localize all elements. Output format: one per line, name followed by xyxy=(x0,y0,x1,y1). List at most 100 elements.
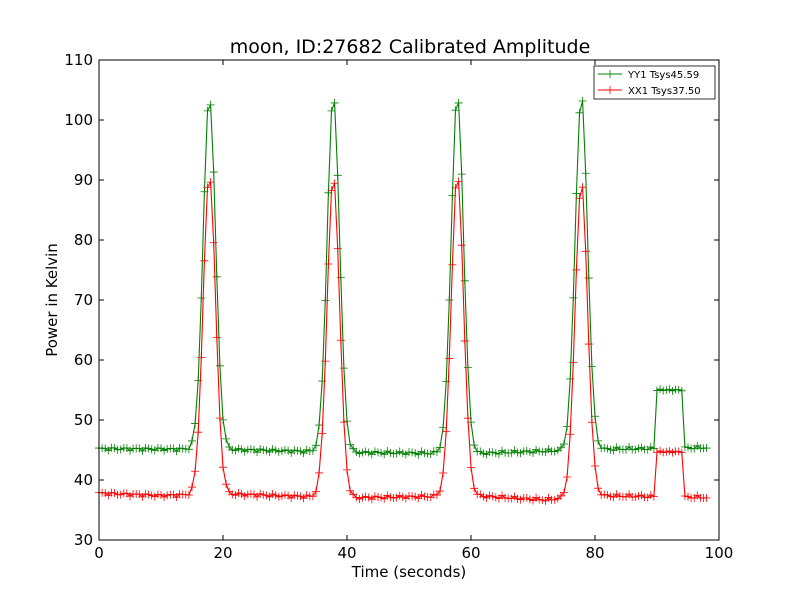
y-axis-label: Power in Kelvin xyxy=(43,243,61,357)
data-point-marker xyxy=(240,447,249,456)
data-point-marker xyxy=(367,495,376,504)
data-point-marker xyxy=(380,450,389,459)
data-point-marker xyxy=(603,444,612,453)
data-point-marker xyxy=(445,296,454,305)
data-point-marker xyxy=(535,495,544,504)
data-point-marker xyxy=(659,448,668,457)
y-tick-label: 30 xyxy=(74,531,93,549)
data-point-marker xyxy=(355,494,364,503)
data-point-marker xyxy=(110,444,119,453)
data-point-marker xyxy=(417,490,426,499)
data-point-marker xyxy=(141,489,150,498)
data-point-marker xyxy=(398,448,407,457)
data-point-marker xyxy=(346,486,355,495)
data-point-marker xyxy=(141,443,150,452)
data-point-marker xyxy=(237,489,246,498)
data-point-marker xyxy=(277,447,286,456)
data-point-marker xyxy=(578,96,587,105)
data-point-marker xyxy=(594,436,603,445)
data-point-marker xyxy=(355,449,364,458)
data-point-marker xyxy=(445,354,454,363)
data-point-marker xyxy=(281,445,289,454)
data-point-marker xyxy=(494,450,503,459)
data-point-marker xyxy=(550,447,559,456)
data-point-marker xyxy=(516,449,525,458)
data-point-marker xyxy=(522,493,531,502)
data-point-marker xyxy=(290,446,299,455)
data-point-marker xyxy=(172,493,181,502)
data-point-marker xyxy=(529,448,537,457)
data-point-marker xyxy=(209,238,218,247)
data-point-marker xyxy=(560,440,568,449)
data-point-marker xyxy=(191,419,200,428)
y-tick-label: 70 xyxy=(74,291,93,309)
data-point-marker xyxy=(637,443,646,452)
data-point-marker xyxy=(361,447,370,456)
tick-layer: 0 20 40 60 80 100 30 40 50 60 70 80 90 100 110 xyxy=(64,51,733,562)
data-point-marker xyxy=(560,488,568,497)
data-point-marker xyxy=(501,493,510,502)
data-point-marker xyxy=(234,489,243,498)
data-point-marker xyxy=(677,386,686,395)
chart-title: moon, ID:27682 Calibrated Amplitude xyxy=(230,36,591,58)
data-point-marker xyxy=(432,447,441,456)
data-point-marker xyxy=(631,493,640,502)
data-point-marker xyxy=(194,428,203,437)
data-point-marker xyxy=(262,491,271,500)
data-point-marker xyxy=(163,491,172,500)
plot-background xyxy=(99,60,719,540)
data-point-marker xyxy=(662,447,671,456)
data-point-marker xyxy=(513,448,522,457)
data-point-marker xyxy=(408,448,417,457)
data-point-marker xyxy=(454,177,463,186)
data-point-marker xyxy=(392,493,401,502)
data-point-marker xyxy=(498,446,506,455)
data-point-marker xyxy=(494,494,503,503)
data-point-marker xyxy=(457,241,466,250)
data-point-marker xyxy=(637,491,646,500)
data-point-marker xyxy=(302,491,311,500)
data-point-marker xyxy=(240,492,249,501)
data-point-marker xyxy=(646,442,655,451)
data-point-marker xyxy=(411,449,420,458)
data-point-marker xyxy=(324,260,333,269)
x-tick-label: 80 xyxy=(585,544,604,562)
data-point-marker xyxy=(395,491,404,500)
data-point-marker xyxy=(525,448,534,457)
data-point-marker xyxy=(634,491,643,500)
data-point-marker xyxy=(203,183,212,192)
data-point-marker xyxy=(485,447,494,456)
data-point-marker xyxy=(200,256,209,265)
data-point-marker xyxy=(563,472,572,481)
y-tick-label: 110 xyxy=(64,51,93,69)
x-axis-label: Time (seconds) xyxy=(351,563,467,581)
data-point-marker xyxy=(414,494,423,503)
x-tick-label: 0 xyxy=(94,544,104,562)
data-point-marker xyxy=(544,493,553,502)
data-point-marker xyxy=(668,386,677,395)
data-point-marker xyxy=(274,492,283,501)
data-point-marker xyxy=(541,448,550,457)
data-point-marker xyxy=(631,445,640,454)
data-point-marker xyxy=(702,444,711,453)
data-point-marker xyxy=(479,492,488,501)
data-point-marker xyxy=(346,440,355,449)
data-point-marker xyxy=(333,244,342,253)
data-point-marker xyxy=(364,448,373,457)
data-point-marker xyxy=(299,449,308,458)
data-point-marker xyxy=(612,443,621,452)
data-point-marker xyxy=(315,421,324,430)
data-point-marker xyxy=(253,448,262,457)
data-point-marker xyxy=(188,483,196,492)
data-point-marker xyxy=(259,445,268,454)
data-point-marker xyxy=(488,448,497,457)
data-point-marker xyxy=(327,186,336,195)
data-point-marker xyxy=(420,449,429,458)
data-point-marker xyxy=(262,446,271,455)
data-point-marker xyxy=(361,492,370,501)
data-point-marker xyxy=(470,441,479,450)
data-point-marker xyxy=(646,490,655,499)
x-tick-label: 100 xyxy=(705,544,734,562)
series-layer xyxy=(95,96,711,505)
data-point-marker xyxy=(281,490,289,499)
